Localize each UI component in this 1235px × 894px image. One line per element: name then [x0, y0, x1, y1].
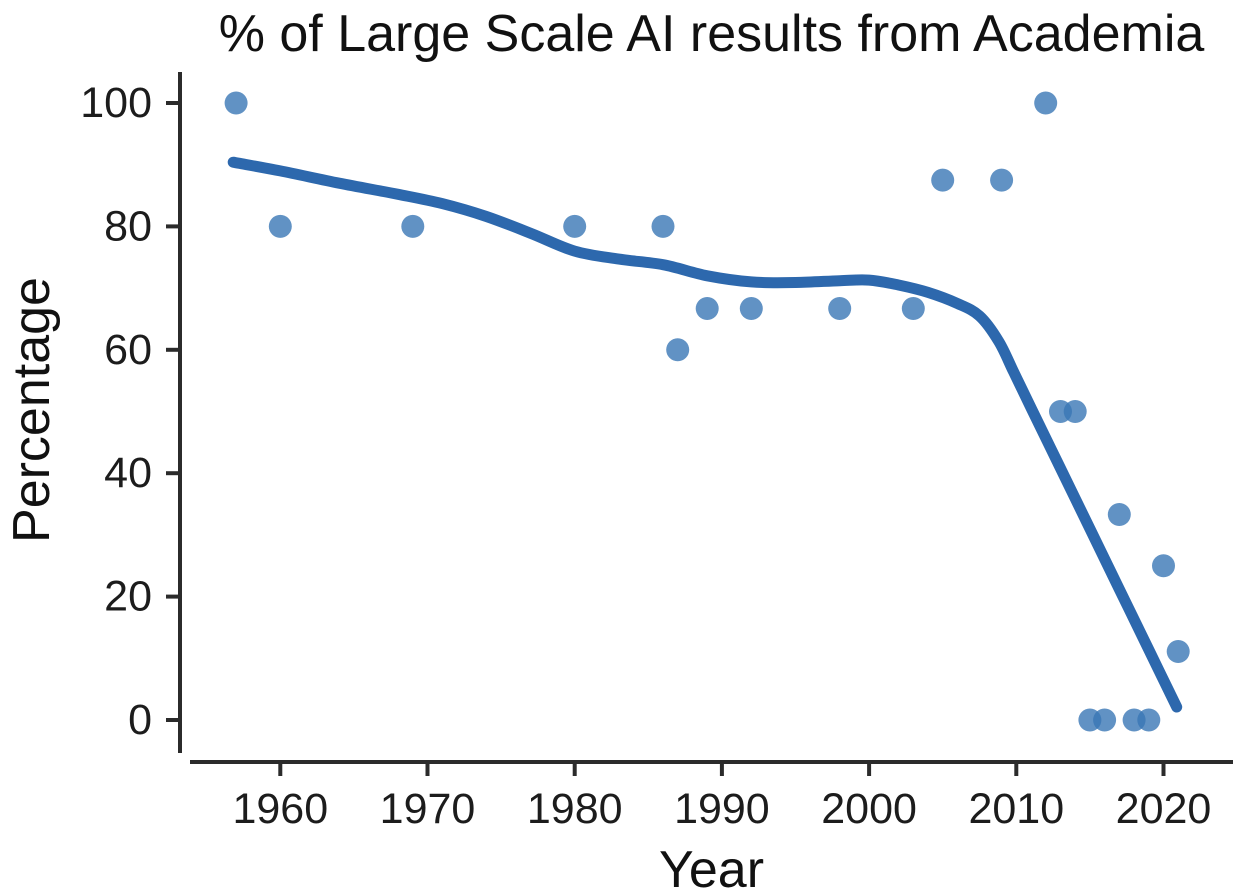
x-tick-label: 2010 [968, 785, 1064, 833]
x-tick-label: 1990 [674, 785, 770, 833]
trend-line [227, 156, 1183, 713]
data-point [224, 91, 248, 115]
x-tick-label: 1970 [380, 785, 476, 833]
data-point [901, 297, 925, 320]
data-point [739, 297, 763, 320]
x-tick-label: 2020 [1116, 785, 1212, 833]
data-point [1093, 708, 1117, 732]
x-axis-label: Year [658, 841, 765, 894]
data-point [1137, 708, 1161, 732]
y-axis: 0 20 40 60 80 100 [80, 72, 182, 753]
data-point [1107, 503, 1131, 526]
data-point [931, 168, 955, 192]
x-axis: 1960 1970 1980 1990 2000 2010 2020 [190, 760, 1233, 833]
data-point [1166, 640, 1190, 663]
y-tick-label: 20 [104, 573, 152, 621]
y-tick-label: 100 [80, 79, 152, 127]
data-point [563, 214, 587, 238]
data-point [1152, 554, 1175, 578]
data-point [828, 297, 852, 320]
data-point [695, 297, 719, 320]
data-point [401, 214, 425, 238]
scatter-points [224, 91, 1190, 732]
data-point [651, 214, 675, 238]
x-tick-label: 1960 [232, 785, 328, 833]
y-tick-label: 60 [104, 326, 152, 374]
data-point [666, 338, 690, 362]
data-point [1063, 400, 1087, 423]
y-tick-label: 0 [128, 696, 152, 744]
x-tick-label: 2000 [821, 785, 917, 833]
data-point [1034, 91, 1058, 115]
y-tick-label: 40 [104, 449, 152, 497]
x-tick-label: 1980 [527, 785, 623, 833]
y-tick-label: 80 [104, 202, 152, 250]
chart-title: % of Large Scale AI results from Academi… [218, 5, 1205, 63]
data-point [990, 168, 1014, 192]
data-point [268, 214, 292, 238]
